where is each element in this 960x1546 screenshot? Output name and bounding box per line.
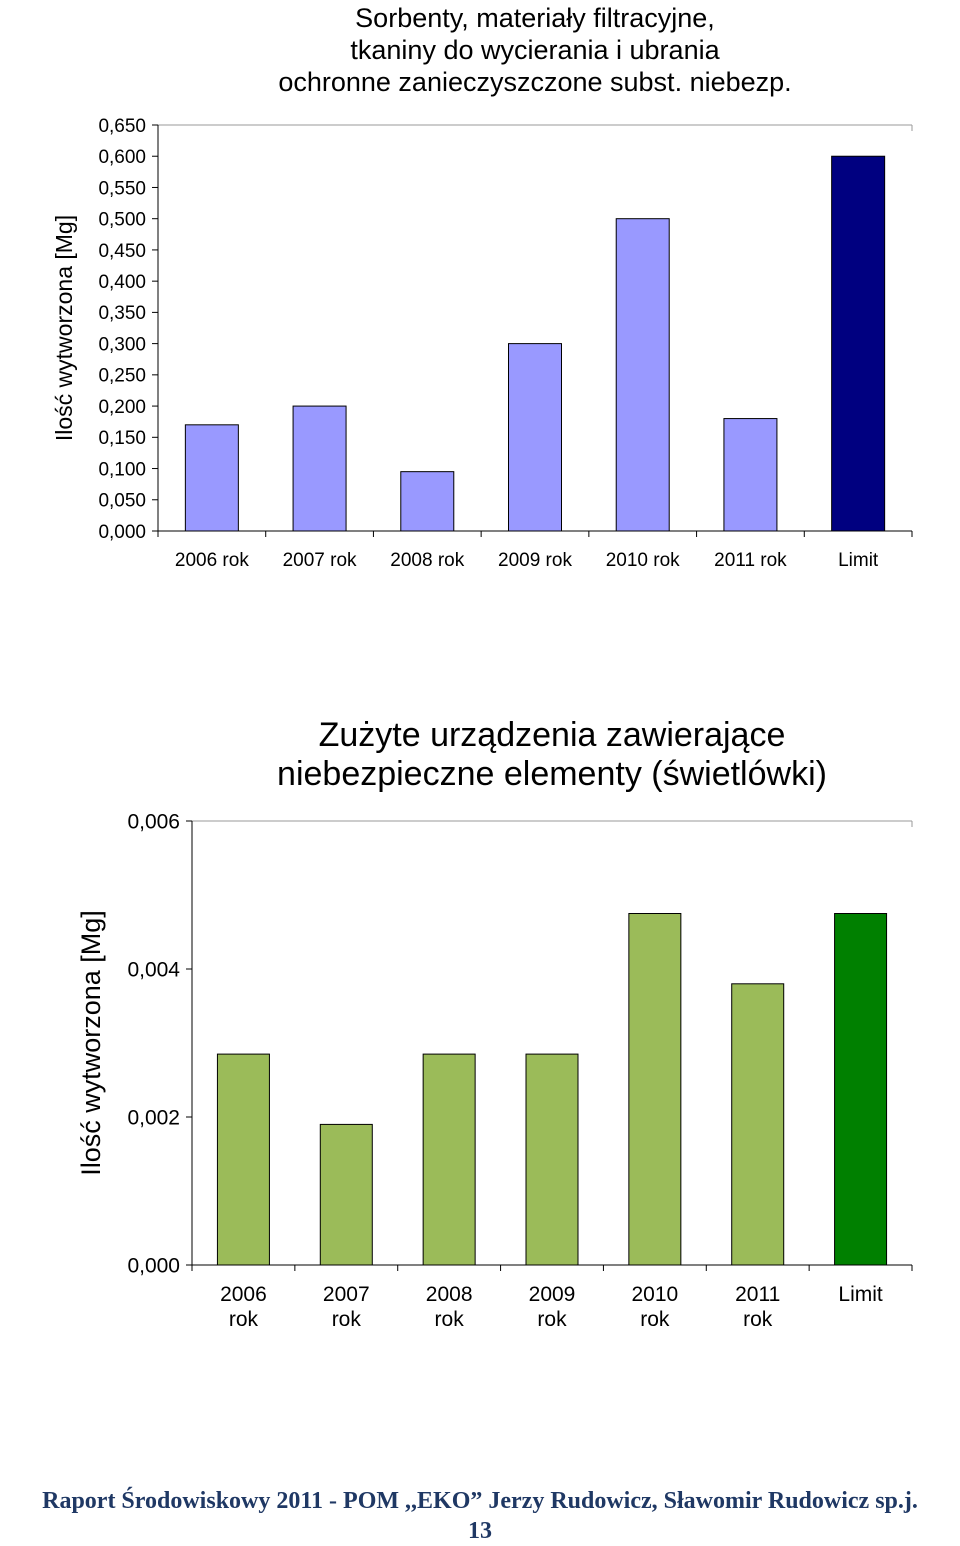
x-tick-label: 2009 rok xyxy=(498,550,572,571)
bar-limit xyxy=(831,155,886,532)
x-tick-label: 2010 rok xyxy=(606,550,680,571)
y-axis-label: Ilość wytworzona [Mg] xyxy=(76,910,106,1176)
y-tick-label: 0,450 xyxy=(98,241,146,262)
y-tick-label: 0,000 xyxy=(98,522,146,543)
bar xyxy=(731,983,785,1266)
x-tick-label: 2011 rok xyxy=(735,1283,780,1331)
x-tick-label: 2008 rok xyxy=(390,550,464,571)
bar xyxy=(319,1123,373,1266)
x-tick-label: 2007 rok xyxy=(283,550,357,571)
x-tick-label: 2006 rok xyxy=(175,550,249,571)
y-tick-label: 0,006 xyxy=(127,811,180,834)
y-tick-label: 0,550 xyxy=(98,178,146,199)
chart-title: Sorbenty, materiały filtracyjne, tkaniny … xyxy=(278,3,791,97)
y-tick-label: 0,500 xyxy=(98,210,146,231)
bar xyxy=(723,418,778,532)
bar xyxy=(628,913,682,1266)
page-footer: Raport Środowiskowy 2011 - POM ,,EKO” Je… xyxy=(0,1486,960,1546)
y-tick-label: 0,250 xyxy=(98,366,146,387)
y-tick-label: 0,350 xyxy=(98,303,146,324)
chart-sorbenty: Sorbenty, materiały filtracyjne, tkaniny … xyxy=(51,3,913,571)
y-tick-label: 0,100 xyxy=(98,459,146,480)
y-axis-label: Ilość wytworzona [Mg] xyxy=(51,215,77,441)
x-tick-label: 2008 rok xyxy=(426,1283,473,1331)
y-tick-label: 0,000 xyxy=(127,1255,180,1278)
y-tick-label: 0,050 xyxy=(98,491,146,512)
x-tick-label: 2006 rok xyxy=(220,1283,267,1331)
y-tick-label: 0,300 xyxy=(98,334,146,355)
footer-page-number: 13 xyxy=(468,1518,492,1544)
y-tick-label: 0,400 xyxy=(98,272,146,293)
y-tick-label: 0,650 xyxy=(98,116,146,137)
x-tick-label: 2011 rok xyxy=(714,550,787,571)
x-tick-label: 2007 rok xyxy=(323,1283,370,1331)
y-tick-label: 0,600 xyxy=(98,147,146,168)
x-tick-label: 2009 rok xyxy=(529,1283,576,1331)
bar-limit xyxy=(834,913,888,1266)
x-tick-label: 2010 rok xyxy=(631,1283,678,1331)
bar xyxy=(508,343,562,532)
bar xyxy=(184,424,239,532)
y-tick-label: 0,200 xyxy=(98,397,146,418)
chart-title: Zużyte urządzenia zawierające niebezpiecz… xyxy=(277,716,827,793)
footer-report-title: Raport Środowiskowy 2011 - POM ,,EKO” Je… xyxy=(42,1488,918,1514)
bar xyxy=(422,1053,476,1266)
bar xyxy=(292,405,347,532)
bar xyxy=(216,1053,270,1266)
y-tick-label: 0,002 xyxy=(127,1107,180,1130)
bar xyxy=(400,471,455,532)
y-tick-label: 0,150 xyxy=(98,428,146,449)
x-tick-label: Limit xyxy=(838,550,879,571)
y-tick-label: 0,004 xyxy=(127,959,180,982)
bar xyxy=(615,218,670,532)
bar xyxy=(525,1053,579,1266)
chart-swietlowki: Zużyte urządzenia zawierające niebezpiecz… xyxy=(76,716,913,1331)
x-tick-label: Limit xyxy=(838,1283,883,1306)
